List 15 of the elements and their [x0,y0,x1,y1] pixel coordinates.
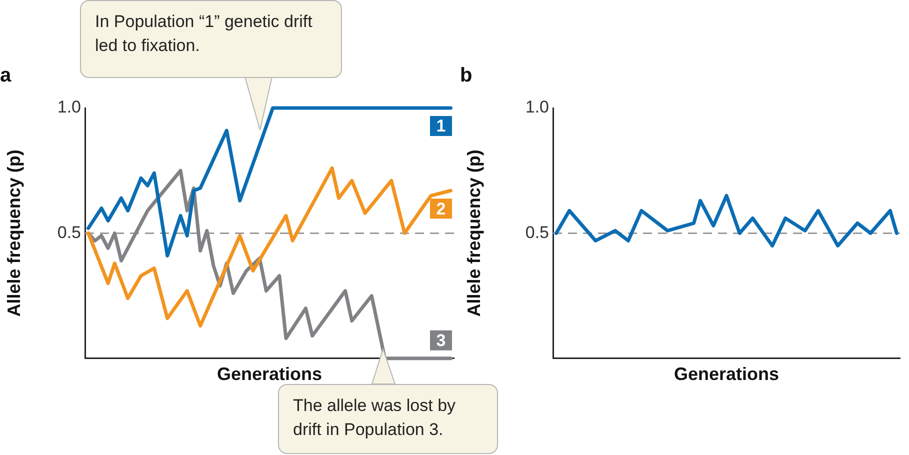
chart-title: b [460,64,472,87]
series-label: 2 [436,199,446,218]
y-axis-title: Allele frequency (p) [464,150,484,317]
x-axis-title: Generations [216,364,322,384]
series-label: 3 [436,331,446,350]
text: The allele was lost by drift in Population 3. [278,384,498,454]
series-label: 1 [436,116,446,136]
y-tick-label: 1.0 [57,98,81,117]
x-axis-title: Generations [674,364,780,384]
y-tick-label: 0.5 [57,222,81,242]
y-tick-label: 0.5 [525,222,549,242]
y-tick-label: 1.0 [525,98,549,117]
chart-title: a [0,64,12,87]
y-axis-title: Allele frequency (p) [4,150,24,317]
text: In Population “1” genetic drift led to fixation. [80,0,342,78]
